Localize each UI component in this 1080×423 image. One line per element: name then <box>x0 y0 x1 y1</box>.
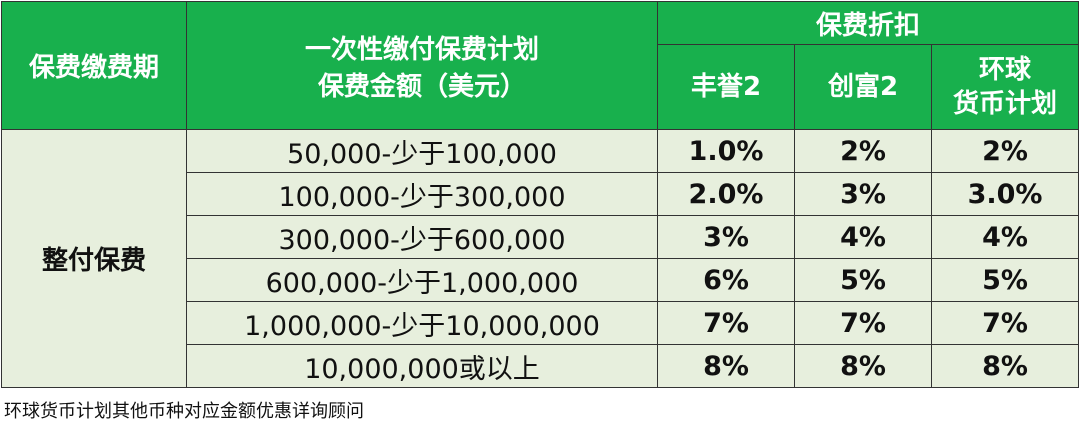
rate-cell: 8% <box>930 344 1080 388</box>
rate-cell: 8% <box>794 344 932 388</box>
amount-header-line2: 保费金额（美元） <box>317 71 526 102</box>
rate-cell: 2% <box>930 129 1080 173</box>
plan-header-fengyu: 丰誉2 <box>657 44 795 130</box>
rate-cell: 2.0% <box>657 172 795 216</box>
rate-cell: 3.0% <box>930 172 1080 216</box>
rate-cell: 7% <box>657 301 795 345</box>
amount-range-cell: 300,000-少于600,000 <box>186 215 658 259</box>
discount-header: 保费折扣 <box>656 1 1080 45</box>
amount-range-cell: 10,000,000或以上 <box>186 344 658 388</box>
plan-header-global-currency: 环球 货币计划 <box>930 44 1080 130</box>
amount-header-line1: 一次性缴付保费计划 <box>304 34 539 65</box>
amount-header: 一次性缴付保费计划 保费金额（美元） <box>186 1 658 130</box>
table-row: 10,000,000或以上 8% 8% 8% <box>2 344 1080 388</box>
period-cell: 整付保费 <box>1 129 187 388</box>
rate-cell: 1.0% <box>657 129 795 173</box>
rate-cell: 5% <box>930 258 1080 302</box>
plan-header-line1: 创富2 <box>827 72 899 102</box>
rate-cell: 7% <box>930 301 1080 345</box>
plan-header-line2: 货币计划 <box>953 89 1058 119</box>
plan-header-chuangfu: 创富2 <box>794 44 932 130</box>
rate-cell: 6% <box>657 258 795 302</box>
amount-range-cell: 1,000,000-少于10,000,000 <box>186 301 658 345</box>
rate-cell: 3% <box>794 172 932 216</box>
amount-range-cell: 50,000-少于100,000 <box>186 129 658 173</box>
period-header: 保费缴费期 <box>1 1 187 130</box>
footnote: 环球货币计划其他币种对应金额优惠详询顾问 <box>4 401 364 422</box>
premium-discount-table: 保费缴费期 一次性缴付保费计划 保费金额（美元） 保费折扣 丰誉2 创富2 环球… <box>1 1 1080 388</box>
plan-header-line1: 丰誉2 <box>690 72 762 102</box>
rate-cell: 7% <box>794 301 932 345</box>
rate-cell: 4% <box>930 215 1080 259</box>
table-row: 300,000-少于600,000 3% 4% 4% <box>2 215 1080 259</box>
rate-cell: 3% <box>657 215 795 259</box>
rate-cell: 4% <box>794 215 932 259</box>
plan-header-line1: 环球 <box>979 55 1032 85</box>
amount-range-cell: 100,000-少于300,000 <box>186 172 658 216</box>
rate-cell: 5% <box>794 258 932 302</box>
table-row: 100,000-少于300,000 2.0% 3% 3.0% <box>2 172 1080 216</box>
rate-cell: 8% <box>657 344 795 388</box>
table-row: 600,000-少于1,000,000 6% 5% 5% <box>2 258 1080 302</box>
amount-range-cell: 600,000-少于1,000,000 <box>186 258 658 302</box>
table-row: 整付保费 50,000-少于100,000 1.0% 2% 2% <box>1 129 1080 388</box>
rate-cell: 2% <box>794 129 932 173</box>
